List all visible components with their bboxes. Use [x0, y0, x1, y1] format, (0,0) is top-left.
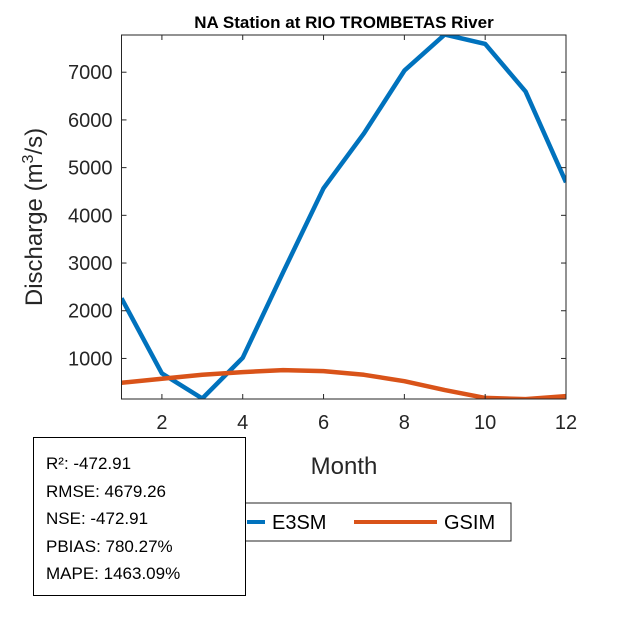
x-tick-label: 4 [237, 412, 248, 434]
x-tick-label: 6 [318, 412, 329, 434]
series-line-gsim [121, 367, 566, 399]
x-tick-label: 8 [399, 412, 410, 434]
plot-area: 2 4 6 8 10 12 1000 2000 3000 4000 5000 6000 7000 [68, 34, 577, 434]
x-tick-label: 12 [555, 412, 577, 434]
stat-pbias: PBIAS: 780.27% [46, 536, 173, 556]
x-tick-label: 2 [156, 412, 167, 434]
stat-nse: NSE: -472.91 [46, 509, 149, 528]
y-label-prefix: Discharge (m [21, 163, 48, 306]
x-axis-label: Month [311, 453, 378, 480]
y-label-sup: 3 [20, 154, 37, 163]
y-tick-label: 5000 [68, 158, 113, 180]
stat-mape: MAPE: 1463.09% [46, 564, 181, 583]
legend-label-e3sm: E3SM [272, 512, 326, 534]
chart-title: NA Station at RIO TROMBETAS River [194, 13, 494, 32]
legend-label-gsim: GSIM [444, 512, 495, 534]
y-tick-label: 4000 [68, 205, 113, 227]
series-line-e3sm [121, 35, 566, 399]
y-tick-label: 3000 [68, 253, 113, 275]
stats-box: R²: -472.91 RMSE: 4679.26 NSE: -472.91 P… [33, 437, 246, 596]
x-tick-label: 10 [474, 412, 496, 434]
y-tick-label: 6000 [68, 110, 113, 132]
y-tick-label: 7000 [68, 62, 113, 84]
y-axis-label: Discharge (m3/s) [20, 128, 48, 306]
y-tick-label: 2000 [68, 301, 113, 323]
stat-r2: R²: -472.91 [46, 454, 132, 473]
stat-rmse: RMSE: 4679.26 [46, 481, 167, 501]
axes-box [121, 34, 567, 400]
y-tick-label: 1000 [68, 348, 113, 370]
legend: E3SM GSIM [199, 502, 512, 542]
y-label-suffix: /s) [21, 128, 48, 155]
